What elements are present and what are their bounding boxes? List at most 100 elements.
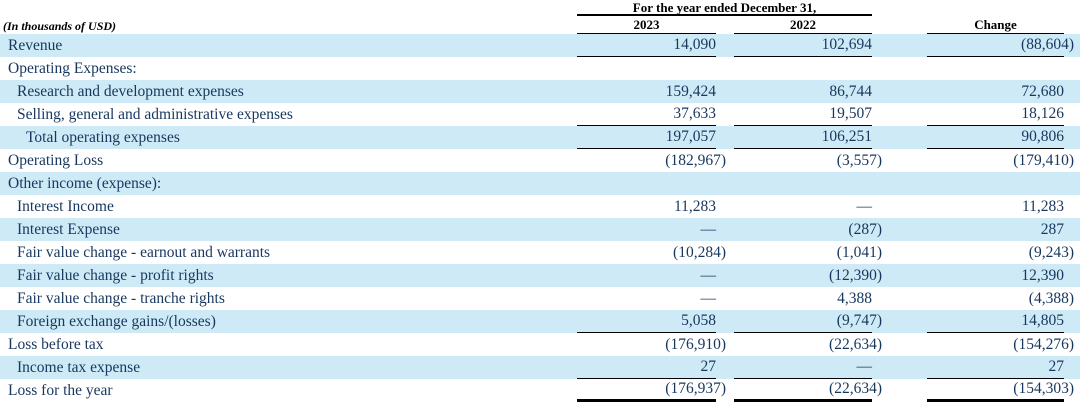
row-label: Fair value change - earnout and warrants [17,244,271,261]
cell-value: — [856,358,873,375]
row-label: Fair value change - profit rights [17,267,214,284]
cell-value: 14,805 [1021,312,1064,329]
cell-2023: — [570,287,730,310]
cell-2022: (3,557) [730,149,886,172]
cell-value: 159,424 [665,82,716,100]
cell-2022: 19,507 [730,103,886,126]
unit-label: (In thousands of USD) [3,19,117,33]
cell-value: (1,041) [836,243,882,261]
cell-value: — [700,289,717,307]
cell-change: (88,604) [886,34,1080,57]
cell-change: 14,805 [886,310,1080,333]
cell-value: (12,390) [829,266,882,284]
cell-change: 18,126 [886,103,1080,126]
cell-value: (154,276) [1013,335,1074,353]
cell-change: (154,276) [886,333,1080,356]
cell-value: (22,634) [829,380,882,397]
cell-2023: 37,633 [570,103,730,126]
table-row: Operating Expenses: [0,57,1080,80]
cell-value: — [700,220,717,238]
row-label: Interest Income [17,198,114,215]
cell-value: (22,634) [829,335,882,353]
row-label: Interest Expense [17,221,120,238]
cell-value: 37,633 [673,105,716,122]
cell-value: 27 [1048,358,1065,375]
period-header: For the year ended December 31, [577,1,872,16]
table-row: Fair value change - earnout and warrants… [0,241,1080,264]
cell-value: (179,410) [1013,151,1074,169]
table-row: Other income (expense): [0,172,1080,195]
cell-2023: (10,284) [570,241,730,264]
row-label: Selling, general and administrative expe… [17,106,293,123]
cell-change: (179,410) [886,149,1080,172]
table-row: Fair value change - tranche rights — 4,388… [0,287,1080,310]
cell-change [886,57,1080,80]
row-label: Revenue [8,37,63,54]
table-row: Operating Loss (182,967) (3,557) (179,410) [0,149,1080,172]
cell-value: (287) [848,220,882,238]
cell-2022: (287) [730,218,886,241]
header-spacer-right [886,1,1080,16]
cell-value: — [700,266,717,284]
table-row: Fair value change - profit rights — (12,39… [0,264,1080,287]
cell-value: 27 [700,358,717,375]
cell-2022: (9,747) [730,310,886,333]
table-body: Revenue 14,090 102,694 (88,604) Operating Ex… [0,34,1080,402]
table-row: Selling, general and administrative expe… [0,103,1080,126]
cell-2022 [730,172,886,195]
cell-value: 11,283 [1021,197,1064,215]
table-row: Research and development expenses 159,424… [0,80,1080,103]
cell-change: (9,243) [886,241,1080,264]
cell-value: 18,126 [1021,105,1064,122]
cell-value: (9,747) [836,312,882,329]
cell-value: 197,057 [665,128,716,145]
column-header-change-cell: Change [886,16,1080,34]
cell-2023: 159,424 [570,80,730,103]
row-label: Loss before tax [8,336,104,353]
cell-value: 102,694 [821,36,872,53]
cell-change: 287 [886,218,1080,241]
cell-change: (4,388) [886,287,1080,310]
cell-value: 11,283 [673,197,716,215]
cell-value: 19,507 [829,105,872,122]
table-row: Income tax expense 27 — 27 [0,356,1080,379]
header-spacer [0,1,570,16]
cell-value: 86,744 [829,82,872,100]
cell-value: (4,388) [1028,289,1074,307]
cell-change: 27 [886,356,1080,379]
row-label: Loss for the year [8,382,113,399]
table-row: Total operating expenses 197,057 106,251 90… [0,126,1080,149]
column-header-change: Change [974,17,1017,32]
cell-change: 90,806 [886,126,1080,149]
cell-value: 90,806 [1021,128,1064,145]
cell-value: (88,604) [1021,36,1074,53]
column-header-2022: 2022 [790,17,816,32]
column-header-2022-cell: 2022 [730,16,886,34]
table-header-columns-row: (In thousands of USD) 2023 2022 Change [0,16,1080,34]
cell-2023: (182,967) [570,149,730,172]
cell-2023: (176,937) [570,379,730,402]
cell-2022: 102,694 [730,34,886,57]
cell-value: 72,680 [1021,82,1064,100]
cell-2022: (22,634) [730,379,886,402]
cell-2023: — [570,218,730,241]
table-row: Interest Income 11,283 — 11,283 [0,195,1080,218]
row-label: Operating Loss [8,152,104,169]
cell-2023: 197,057 [570,126,730,149]
cell-value: (176,910) [665,335,726,353]
row-label: Operating Expenses: [8,60,137,77]
table-row: Loss for the year (176,937) (22,634) (154,3… [0,379,1080,402]
cell-change: (154,303) [886,379,1080,402]
cell-2023 [570,172,730,195]
cell-2022: (12,390) [730,264,886,287]
column-header-2023: 2023 [633,17,660,32]
cell-2023: 11,283 [570,195,730,218]
cell-value: (176,937) [665,380,726,397]
row-label: Research and development expenses [17,83,244,100]
cell-2022: — [730,195,886,218]
cell-value: 12,390 [1021,266,1064,284]
row-label: Other income (expense): [8,175,162,192]
cell-2022: 106,251 [730,126,886,149]
cell-2022: (1,041) [730,241,886,264]
cell-change: 12,390 [886,264,1080,287]
